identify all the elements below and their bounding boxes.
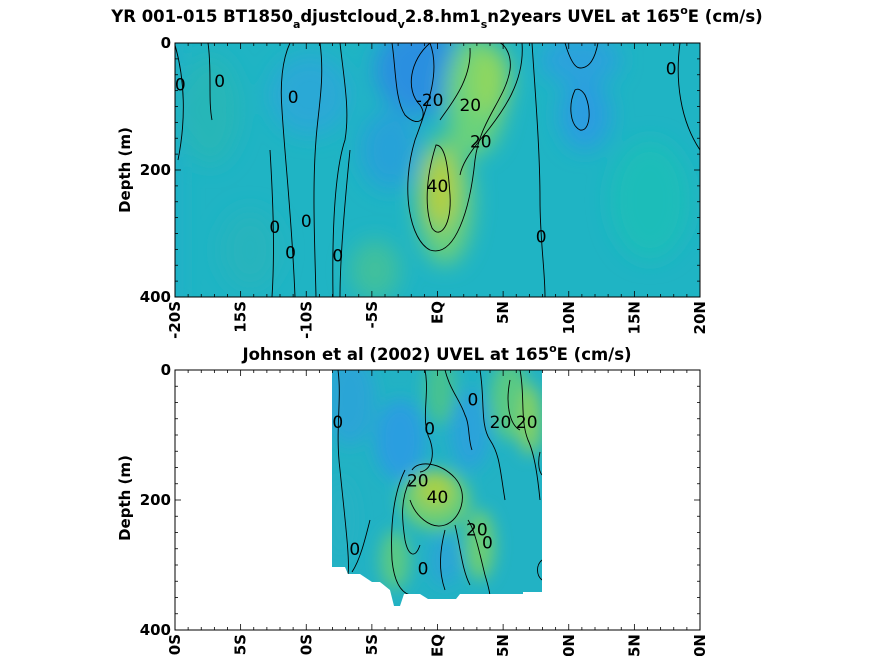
contour-label: 20: [516, 413, 538, 433]
x-tick-label: 15S: [232, 301, 250, 333]
contour-label: 0: [468, 390, 479, 410]
y-tick-label: 200: [140, 161, 171, 179]
panel-bottom-field: [332, 370, 542, 606]
y-tick-label: 400: [140, 621, 171, 639]
panel-top: YR 001-015 BT1850adjustcloudv2.8.hm1sn2y…: [110, 4, 762, 339]
contour-label: 0: [175, 75, 186, 95]
y-tick-label: 200: [140, 491, 171, 509]
panel-top-ylabel: Depth (m): [116, 127, 134, 213]
contour-label: 0: [666, 59, 677, 79]
x-tick-label: -5S: [363, 634, 381, 656]
contour-label: 0: [288, 88, 299, 108]
contour-label: 20: [490, 413, 512, 433]
contour-label: 0: [349, 540, 360, 560]
x-tick-label: -5S: [363, 301, 381, 328]
y-tick-label: 0: [161, 34, 171, 52]
contour-label: 0: [301, 212, 312, 232]
x-tick-label: -10S: [297, 301, 315, 339]
contour-label: 0: [285, 244, 296, 264]
x-tick-label: 20N: [691, 301, 709, 334]
x-tick-label: 15S: [232, 634, 250, 656]
x-tick-label: 5N: [494, 301, 512, 324]
contour-label: 20: [470, 132, 492, 152]
contour-label: 0: [332, 413, 343, 433]
x-tick-label: 10N: [560, 634, 578, 656]
x-tick-label: EQ: [429, 634, 447, 656]
y-tick-label: 0: [161, 361, 171, 379]
contour-label: -20: [416, 91, 444, 111]
x-tick-label: 5N: [494, 634, 512, 656]
y-tick-label: 400: [140, 288, 171, 306]
contour-label: 20: [466, 520, 488, 540]
panel-bottom: Johnson et al (2002) UVEL at 165oE (cm/s…: [116, 342, 709, 656]
x-tick-label: -20S: [166, 301, 184, 339]
contour-label: 40: [427, 177, 449, 197]
x-tick-label: 10N: [560, 301, 578, 334]
x-tick-label: 15N: [625, 301, 643, 334]
panel-bottom-title: Johnson et al (2002) UVEL at 165oE (cm/s…: [241, 342, 631, 364]
panel-top-title: YR 001-015 BT1850adjustcloudv2.8.hm1sn2y…: [110, 4, 762, 31]
contour-label: 20: [459, 96, 481, 116]
contour-label: 0: [214, 72, 225, 92]
panel-top-field: [175, 43, 700, 297]
contour-label: 40: [427, 488, 449, 508]
x-tick-label: 20N: [691, 634, 709, 656]
contour-label: 0: [482, 533, 493, 553]
contour-label: 0: [332, 247, 343, 267]
contour-label: 0: [418, 559, 429, 579]
panel-bottom-ylabel: Depth (m): [116, 455, 134, 541]
contour-label: 20: [407, 472, 429, 492]
x-tick-label: -20S: [166, 634, 184, 656]
contour-label: 0: [424, 420, 435, 440]
contour-label: 0: [536, 228, 547, 248]
x-tick-label: EQ: [429, 301, 447, 324]
x-tick-label: 15N: [625, 634, 643, 656]
contour-label: 0: [269, 218, 280, 238]
x-tick-label: -10S: [297, 634, 315, 656]
